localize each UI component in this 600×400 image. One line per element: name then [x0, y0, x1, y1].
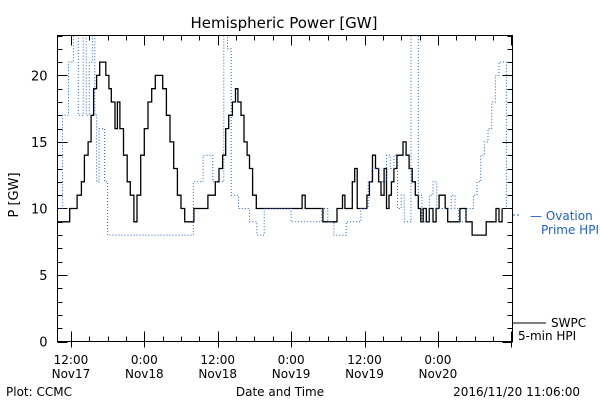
plot-frame: [57, 35, 513, 342]
x-tick-label-time: 0:00: [424, 353, 451, 367]
legend-swpc-line2: 5-min HPI: [518, 329, 576, 343]
x-tick-label-time: 0:00: [131, 353, 158, 367]
tick-labels: 0510152012:00Nov170:00Nov1812:00Nov180:0…: [31, 69, 457, 381]
axis-ticks: [57, 35, 513, 348]
x-tick-label-date: Nov19: [345, 367, 384, 381]
series-lines: [57, 35, 511, 236]
series-swpc-5min-hpi: [57, 61, 503, 236]
y-tick-label: 10: [31, 202, 48, 217]
x-tick-label-date: Nov19: [272, 367, 311, 381]
y-tick-label: 0: [39, 336, 47, 351]
legend-ovation: — Ovation Prime HPI: [513, 209, 599, 237]
x-tick-label-time: 0:00: [278, 353, 305, 367]
x-tick-label-date: Nov17: [52, 367, 91, 381]
y-tick-label: 5: [39, 269, 47, 284]
y-axis-label: P [GW]: [7, 172, 22, 217]
y-tick-label: 20: [31, 69, 48, 84]
legend-ovation-line2: Prime HPI: [541, 223, 599, 237]
footer-plot-credit: Plot: CCMC: [6, 385, 72, 399]
x-tick-label-date: Nov18: [198, 367, 237, 381]
legend-swpc: SWPC 5-min HPI: [513, 316, 586, 343]
y-tick-label: 15: [31, 136, 48, 151]
x-tick-label-date: Nov18: [125, 367, 164, 381]
legend-ovation-line1: — Ovation: [530, 209, 593, 223]
x-tick-label-time: 12:00: [347, 353, 382, 367]
x-tick-label-time: 12:00: [200, 353, 235, 367]
chart-title: Hemispheric Power [GW]: [191, 14, 378, 32]
legend-swpc-line1: SWPC: [551, 316, 586, 330]
footer-timestamp: 2016/11/20 11:06:00: [453, 385, 580, 399]
x-tick-label-date: Nov20: [419, 367, 458, 381]
series-ovation-prime-hpi: [58, 35, 511, 236]
x-tick-label-time: 12:00: [54, 353, 89, 367]
x-axis-label: Date and Time: [236, 385, 324, 399]
